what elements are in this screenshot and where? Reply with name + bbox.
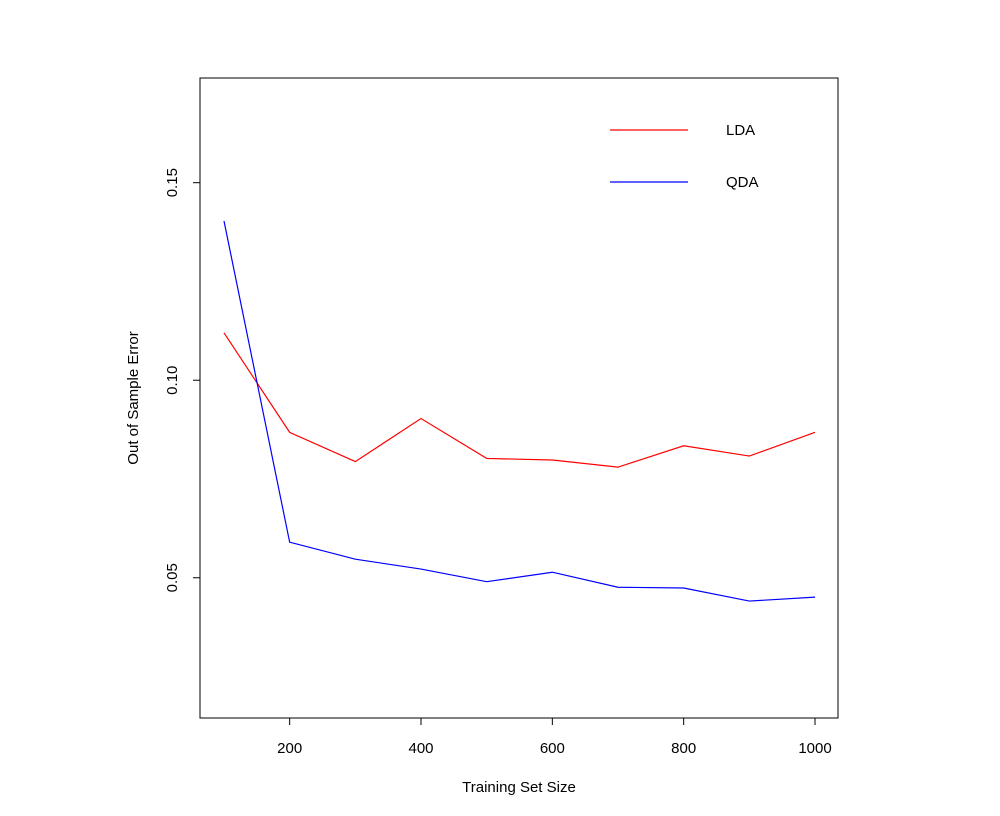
x-tick-label: 400 [408, 740, 433, 757]
x-tick-label: 1000 [798, 740, 831, 757]
legend: LDA QDA [610, 122, 759, 191]
x-axis-title: Training Set Size [462, 779, 576, 796]
series-line-qda [223, 220, 816, 602]
x-tick-label: 800 [671, 740, 696, 757]
plot-frame [199, 77, 839, 719]
series-line-lda [223, 332, 816, 468]
legend-label-qda: QDA [726, 174, 759, 191]
legend-label-lda: LDA [726, 122, 755, 139]
y-axis: 0.05 0.10 0.15 [164, 168, 200, 592]
series-layer [223, 220, 816, 602]
y-tick-label: 0.05 [164, 563, 181, 592]
x-tick-label: 200 [277, 740, 302, 757]
y-tick-label: 0.10 [164, 366, 181, 395]
y-axis-title: Out of Sample Error [125, 331, 142, 464]
y-tick-label: 0.15 [164, 168, 181, 197]
x-axis: 200 400 600 800 1000 [277, 718, 832, 757]
x-tick-label: 600 [540, 740, 565, 757]
